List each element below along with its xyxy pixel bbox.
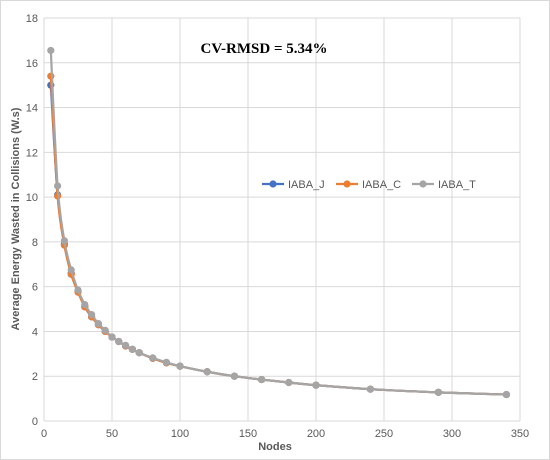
data-point — [258, 375, 266, 384]
y-tick-label: 8 — [32, 237, 38, 249]
data-point — [67, 266, 75, 274]
x-tick-label: 250 — [375, 428, 393, 440]
legend: IABA_J IABA_C IABA_T — [262, 179, 476, 191]
legend-label: IABA_T — [438, 179, 476, 191]
legend-item: IABA_C — [336, 179, 401, 191]
data-point — [230, 372, 238, 380]
data-point — [135, 349, 143, 357]
data-point — [47, 46, 55, 55]
y-tick-label: 2 — [32, 371, 38, 383]
x-tick-label: 0 — [41, 428, 47, 440]
legend-marker — [269, 180, 277, 188]
data-point — [176, 362, 184, 370]
x-tick-label: 100 — [171, 428, 189, 440]
y-tick-label: 18 — [26, 13, 38, 25]
data-point — [54, 182, 62, 190]
data-point — [366, 385, 374, 393]
data-point — [285, 378, 293, 387]
legend-item: IABA_T — [412, 179, 476, 191]
data-point — [149, 354, 157, 362]
x-tick-label: 350 — [511, 428, 529, 440]
legend-label: IABA_C — [362, 179, 401, 191]
data-point — [74, 286, 82, 294]
data-point — [128, 345, 136, 353]
chart-annotation: CV-RMSD = 5.34% — [200, 41, 327, 57]
legend-label: IABA_J — [288, 179, 325, 191]
y-tick-label: 12 — [26, 147, 38, 159]
legend-marker — [419, 180, 427, 188]
y-tick-label: 4 — [32, 326, 38, 338]
x-axis-title: Nodes — [258, 441, 292, 453]
data-point — [203, 368, 211, 376]
x-tick-label: 300 — [443, 428, 461, 440]
x-tick-label: 150 — [239, 428, 257, 440]
x-tick-label: 200 — [307, 428, 325, 440]
legend-marker — [343, 180, 351, 188]
data-point — [162, 358, 170, 366]
x-tick-label: 50 — [106, 428, 118, 440]
y-axis-title: Average Energy Wasted in Collisions (W.s… — [10, 107, 22, 330]
data-point — [88, 311, 96, 319]
series-IABA_T — [47, 46, 510, 399]
y-tick-label: 14 — [26, 103, 38, 115]
y-tick-label: 6 — [32, 282, 38, 294]
data-point — [81, 300, 89, 309]
data-point — [101, 326, 109, 334]
data-point — [502, 390, 510, 399]
axes: 0 2 4 6 8 10 12 14 16 18 0 50 100 150 200 250 300 350 — [26, 13, 529, 440]
legend-item: IABA_J — [262, 179, 325, 191]
data-point — [94, 320, 102, 328]
y-tick-label: 10 — [26, 192, 38, 204]
data-point — [60, 237, 68, 245]
gridlines — [43, 17, 521, 422]
y-tick-label: 16 — [26, 58, 38, 70]
y-tick-label: 0 — [32, 416, 38, 428]
data-point — [434, 388, 442, 396]
data-point — [108, 333, 116, 341]
data-point — [312, 381, 320, 389]
data-point — [115, 337, 123, 346]
series-lines — [47, 46, 510, 399]
data-point — [122, 341, 130, 349]
